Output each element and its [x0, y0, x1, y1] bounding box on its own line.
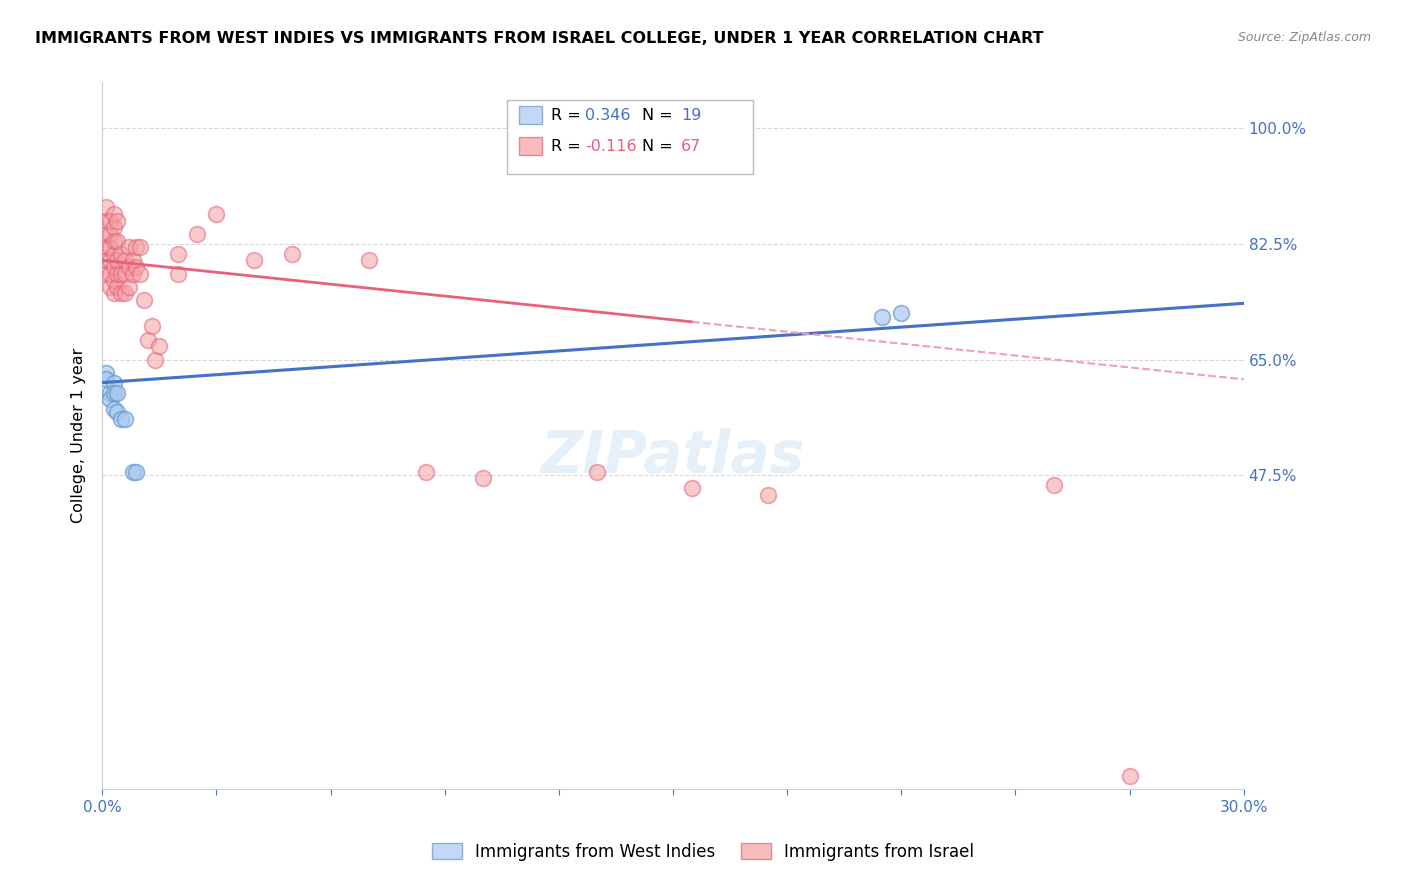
- Point: [281, 246, 304, 260]
- Point: [681, 482, 703, 496]
- Point: [94, 213, 117, 227]
- Point: [118, 240, 141, 254]
- Point: [136, 333, 159, 347]
- Point: [114, 267, 136, 281]
- Point: [94, 372, 117, 386]
- Text: R =: R =: [551, 139, 586, 153]
- Bar: [508, 100, 752, 174]
- Point: [110, 267, 132, 281]
- Point: [1118, 769, 1140, 783]
- Point: [167, 267, 190, 281]
- Point: [243, 253, 266, 268]
- Point: [103, 260, 125, 274]
- Point: [103, 286, 125, 301]
- Point: [118, 260, 141, 274]
- Point: [121, 465, 143, 479]
- Bar: [519, 106, 541, 124]
- Point: [110, 286, 132, 301]
- Point: [114, 253, 136, 268]
- Text: Source: ZipAtlas.com: Source: ZipAtlas.com: [1237, 31, 1371, 45]
- Point: [125, 240, 148, 254]
- Text: N =: N =: [643, 139, 678, 153]
- Point: [103, 273, 125, 287]
- Point: [114, 412, 136, 426]
- Point: [132, 293, 155, 307]
- Point: [125, 465, 148, 479]
- Legend: Immigrants from West Indies, Immigrants from Israel: Immigrants from West Indies, Immigrants …: [426, 837, 980, 868]
- Point: [103, 402, 125, 417]
- Point: [103, 220, 125, 235]
- Point: [103, 246, 125, 260]
- Point: [205, 207, 228, 221]
- Point: [94, 366, 117, 380]
- Point: [145, 352, 167, 367]
- Point: [94, 201, 117, 215]
- Point: [121, 267, 143, 281]
- Point: [890, 306, 912, 320]
- Point: [103, 376, 125, 390]
- Text: 0.346: 0.346: [585, 108, 631, 122]
- Point: [107, 405, 129, 419]
- Point: [107, 213, 129, 227]
- Y-axis label: College, Under 1 year: College, Under 1 year: [72, 348, 86, 524]
- Text: N =: N =: [643, 108, 678, 122]
- Point: [415, 465, 437, 479]
- Text: 67: 67: [681, 139, 702, 153]
- Point: [110, 246, 132, 260]
- Text: R =: R =: [551, 108, 586, 122]
- Point: [756, 488, 779, 502]
- Point: [141, 319, 163, 334]
- Text: ZIPatlas: ZIPatlas: [541, 428, 806, 485]
- Point: [98, 267, 121, 281]
- Point: [107, 385, 129, 400]
- Point: [125, 260, 148, 274]
- Point: [872, 310, 894, 324]
- Point: [129, 267, 152, 281]
- Point: [129, 240, 152, 254]
- Point: [94, 267, 117, 281]
- Point: [107, 267, 129, 281]
- Point: [98, 392, 121, 406]
- Point: [357, 253, 380, 268]
- Point: [98, 253, 121, 268]
- Point: [103, 385, 125, 400]
- Point: [103, 207, 125, 221]
- Point: [167, 246, 190, 260]
- Point: [98, 385, 121, 400]
- Point: [110, 412, 132, 426]
- Point: [114, 286, 136, 301]
- Point: [103, 234, 125, 248]
- Point: [107, 280, 129, 294]
- Point: [148, 339, 170, 353]
- Point: [1042, 478, 1064, 492]
- Point: [94, 227, 117, 241]
- Point: [586, 465, 609, 479]
- Point: [121, 253, 143, 268]
- Point: [118, 280, 141, 294]
- Point: [98, 213, 121, 227]
- Bar: [519, 137, 541, 155]
- Text: -0.116: -0.116: [585, 139, 637, 153]
- Point: [107, 253, 129, 268]
- Point: [94, 253, 117, 268]
- Point: [98, 240, 121, 254]
- Text: 19: 19: [681, 108, 702, 122]
- Point: [107, 234, 129, 248]
- Point: [94, 240, 117, 254]
- Text: IMMIGRANTS FROM WEST INDIES VS IMMIGRANTS FROM ISRAEL COLLEGE, UNDER 1 YEAR CORR: IMMIGRANTS FROM WEST INDIES VS IMMIGRANT…: [35, 31, 1043, 46]
- Point: [98, 227, 121, 241]
- Point: [98, 280, 121, 294]
- Point: [186, 227, 208, 241]
- Point: [471, 471, 494, 485]
